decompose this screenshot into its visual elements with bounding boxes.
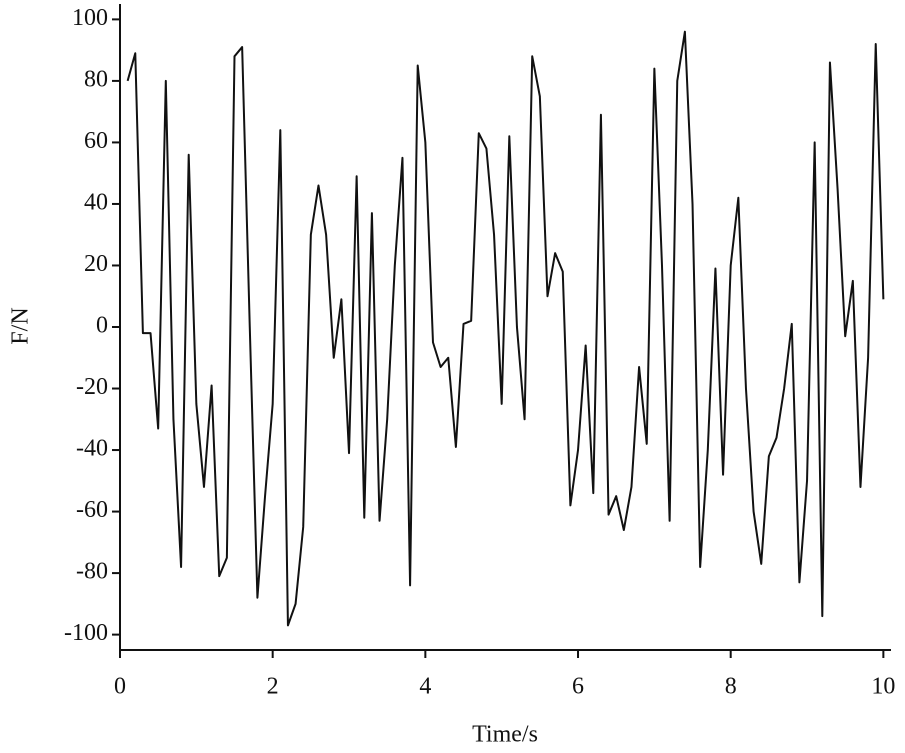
- y-tick-label: -100: [64, 620, 108, 646]
- x-tick-label: 4: [419, 674, 431, 700]
- x-axis-label: Time/s: [472, 722, 538, 748]
- y-tick-label: -80: [76, 559, 108, 585]
- x-tick-label: 2: [267, 674, 279, 700]
- data-line: [126, 30, 885, 627]
- y-tick-label: 0: [96, 313, 108, 339]
- x-tick-label: 0: [114, 674, 126, 700]
- y-tick-label: 40: [84, 189, 108, 215]
- x-tick-label: 10: [871, 674, 895, 700]
- x-tick-label: 8: [725, 674, 737, 700]
- y-tick-label: -40: [76, 436, 108, 462]
- y-tick-label: 80: [84, 66, 108, 92]
- y-axis-label: F/N: [8, 307, 34, 344]
- x-tick-label: 6: [572, 674, 584, 700]
- y-tick-label: 60: [84, 128, 108, 154]
- y-tick-label: 20: [84, 251, 108, 277]
- y-tick-label: 100: [72, 5, 108, 31]
- y-tick-label: -20: [76, 374, 108, 400]
- y-tick-label: -60: [76, 497, 108, 523]
